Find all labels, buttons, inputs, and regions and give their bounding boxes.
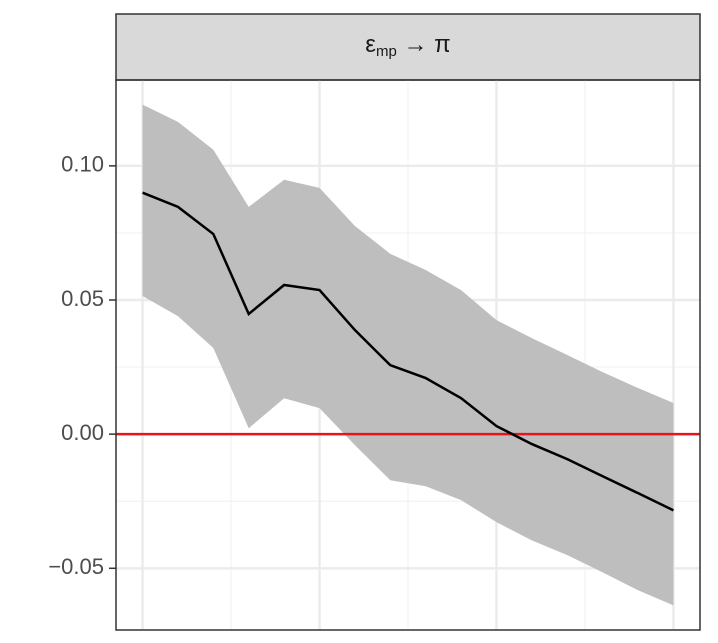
y-tick-label: 0.05: [61, 286, 104, 311]
y-tick-label: 0.10: [61, 152, 104, 177]
title-symbol: ε: [365, 31, 376, 58]
strip: [115, 13, 701, 81]
y-tick-label: −0.05: [48, 554, 104, 579]
title-subscript: mp: [376, 43, 397, 60]
strip-title: εmp → π: [365, 31, 450, 60]
title-rest: → π: [397, 31, 451, 58]
y-tick-label: 0.00: [61, 420, 104, 445]
line: [142, 191, 675, 512]
confidence-band: [142, 104, 674, 606]
panel-border: [115, 79, 701, 631]
